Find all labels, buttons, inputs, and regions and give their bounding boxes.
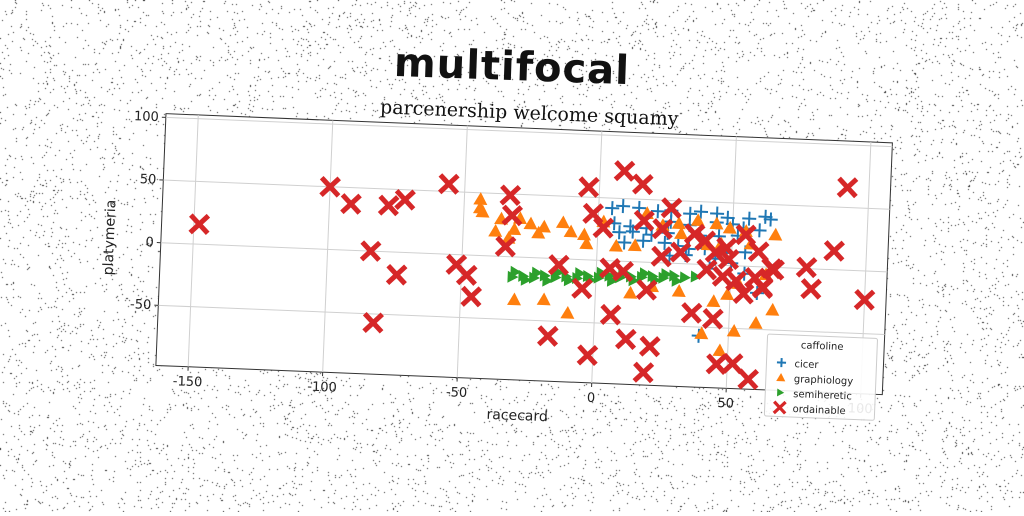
y-tick-label: -50 xyxy=(130,297,152,313)
plus-stroke xyxy=(765,210,766,224)
chart-legend: caffoline cicergraphiologysemihereticord… xyxy=(764,334,877,420)
plus-stroke xyxy=(759,223,760,237)
plus-stroke xyxy=(612,201,613,215)
y-tick-label: 100 xyxy=(134,109,159,125)
plus-stroke xyxy=(624,235,625,249)
x-tick-label: 0 xyxy=(587,391,596,406)
x-tick-label: -50 xyxy=(446,385,468,401)
plus-stroke xyxy=(614,216,615,230)
legend-title: caffoline xyxy=(801,340,844,353)
legend-label-ordainable: ordainable xyxy=(792,404,845,417)
plus-stroke xyxy=(643,234,644,248)
plus-stroke xyxy=(727,211,728,225)
plus-stroke xyxy=(619,225,620,239)
plus-stroke xyxy=(664,236,665,250)
x-tick-label: 50 xyxy=(717,396,734,412)
x-tick-label: -100 xyxy=(307,380,337,396)
plus-stroke xyxy=(749,212,750,226)
plus-stroke xyxy=(770,213,771,227)
plus-stroke xyxy=(658,204,659,218)
plus-stroke xyxy=(701,205,702,219)
y-axis-label: platymeria xyxy=(100,199,119,275)
legend-label-semiheretic: semiheretic xyxy=(793,389,852,402)
plus-stroke xyxy=(633,225,634,239)
x-tick-label: -150 xyxy=(172,374,202,390)
x-axis-label: racecard xyxy=(486,407,548,425)
y-tick-label: 0 xyxy=(145,235,154,250)
legend-label-cicer: cicer xyxy=(794,359,819,371)
plus-stroke xyxy=(623,199,624,213)
y-tick-label: 50 xyxy=(139,172,156,188)
